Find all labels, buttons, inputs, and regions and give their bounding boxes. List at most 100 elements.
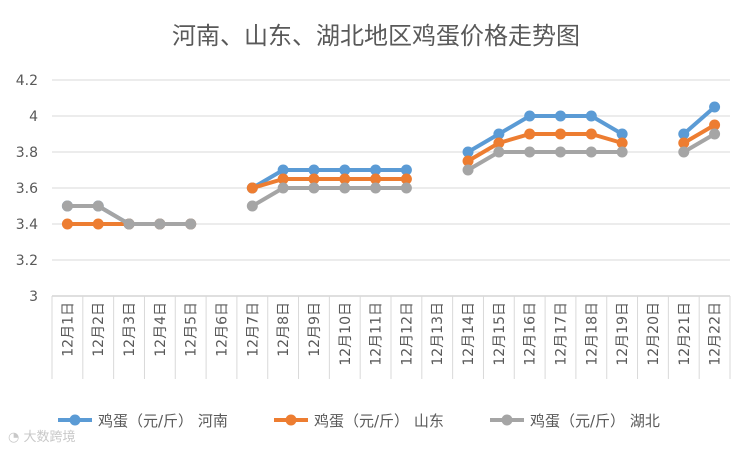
- x-tick-label: 12月2日: [91, 302, 107, 357]
- data-point: [400, 173, 412, 185]
- y-tick-label: 3: [29, 289, 38, 305]
- legend-item-0: 鸡蛋（元/斤） 河南: [58, 412, 228, 430]
- y-tick-label: 3.6: [16, 181, 38, 197]
- x-tick-label: 12月15日: [492, 302, 508, 366]
- data-point: [277, 164, 289, 176]
- data-point: [370, 173, 382, 185]
- x-tick-label: 12月21日: [677, 302, 693, 366]
- data-point: [92, 200, 104, 212]
- y-tick-label: 3.4: [16, 217, 38, 233]
- y-tick-label: 3.2: [16, 253, 38, 269]
- x-tick-label: 12月14日: [461, 302, 477, 366]
- legend-label: 鸡蛋（元/斤） 湖北: [530, 412, 660, 430]
- series-line: [682, 105, 716, 136]
- watermark-icon: ◔: [8, 430, 24, 445]
- y-tick-label: 4.2: [16, 73, 38, 89]
- data-point: [678, 137, 690, 149]
- x-tick-label: 12月6日: [215, 302, 231, 357]
- x-tick-label: 12月5日: [184, 302, 200, 357]
- data-point: [246, 200, 258, 212]
- data-point: [678, 146, 690, 158]
- data-point: [308, 164, 320, 176]
- x-tick-label: 12月19日: [615, 302, 631, 366]
- legend-label: 鸡蛋（元/斤） 河南: [98, 412, 228, 430]
- watermark: ◔ 大数跨境: [8, 426, 76, 445]
- series-0: [61, 101, 721, 230]
- data-point: [462, 155, 474, 167]
- series-2: [61, 128, 721, 230]
- data-point: [308, 182, 320, 194]
- series-line: [251, 186, 407, 208]
- series-line: [467, 114, 624, 154]
- data-point: [154, 218, 166, 230]
- data-point: [400, 164, 412, 176]
- data-point: [277, 182, 289, 194]
- data-point: [339, 164, 351, 176]
- x-tick-label: 12月8日: [276, 302, 292, 357]
- x-tick-label: 12月17日: [554, 302, 570, 366]
- legend-swatch-marker: [501, 414, 513, 426]
- legend-swatch-marker: [69, 414, 81, 426]
- data-point: [616, 128, 628, 140]
- x-tick-label: 12月1日: [60, 302, 76, 357]
- x-tick-label: 12月10日: [338, 302, 354, 366]
- data-point: [585, 128, 597, 140]
- chart-title: 河南、山东、湖北地区鸡蛋价格走势图: [172, 22, 580, 50]
- data-point: [555, 128, 566, 140]
- legend-swatch-marker: [285, 414, 297, 426]
- watermark-text: 大数跨境: [23, 430, 76, 445]
- data-point: [709, 119, 721, 131]
- data-point: [308, 173, 320, 185]
- data-point: [370, 164, 382, 176]
- data-point: [246, 182, 258, 194]
- data-point: [462, 164, 474, 176]
- x-tick-label: 12月9日: [307, 302, 323, 357]
- legend-item-2: 鸡蛋（元/斤） 湖北: [490, 412, 660, 430]
- data-point: [61, 200, 73, 212]
- data-point: [339, 182, 351, 194]
- x-tick-label: 12月7日: [245, 302, 261, 357]
- data-point: [616, 137, 628, 149]
- data-point: [339, 173, 351, 185]
- data-point: [555, 146, 566, 158]
- data-point: [616, 146, 628, 158]
- data-point: [123, 218, 135, 230]
- data-point: [493, 137, 505, 149]
- data-point: [678, 128, 690, 140]
- x-tick-label: 12月22日: [708, 302, 724, 366]
- data-point: [61, 218, 73, 230]
- data-point: [585, 146, 597, 158]
- legend-item-1: 鸡蛋（元/斤） 山东: [274, 412, 444, 430]
- data-point: [524, 146, 536, 158]
- series-line: [682, 123, 716, 145]
- data-point: [555, 110, 566, 122]
- data-point: [709, 128, 721, 140]
- x-tick-label: 12月13日: [430, 302, 446, 366]
- data-point: [709, 101, 721, 113]
- data-point: [370, 182, 382, 194]
- data-point: [524, 128, 536, 140]
- data-point: [585, 110, 597, 122]
- y-tick-label: 4: [29, 109, 38, 125]
- x-tick-label: 12月18日: [584, 302, 600, 366]
- data-point: [185, 218, 197, 230]
- series-1: [61, 119, 721, 230]
- x-tick-label: 12月3日: [122, 302, 138, 357]
- data-point: [493, 146, 505, 158]
- series-line: [467, 150, 623, 172]
- data-point: [92, 218, 104, 230]
- series-line: [682, 132, 716, 154]
- data-point: [524, 110, 536, 122]
- y-tick-label: 3.8: [16, 145, 38, 161]
- series-layer: [61, 101, 721, 230]
- x-tick-label: 12月16日: [523, 302, 539, 366]
- legend-label: 鸡蛋（元/斤） 山东: [314, 412, 444, 430]
- x-tick-label: 12月12日: [399, 302, 415, 366]
- data-point: [462, 146, 474, 158]
- data-point: [493, 128, 505, 140]
- data-point: [400, 182, 412, 194]
- x-tick-label: 12月11日: [369, 302, 385, 366]
- axes: 3 3.2 3.4 3.6 3.8 4 4.2 12月1日 12月2日 12月3日 12月4日 12月…: [16, 73, 731, 379]
